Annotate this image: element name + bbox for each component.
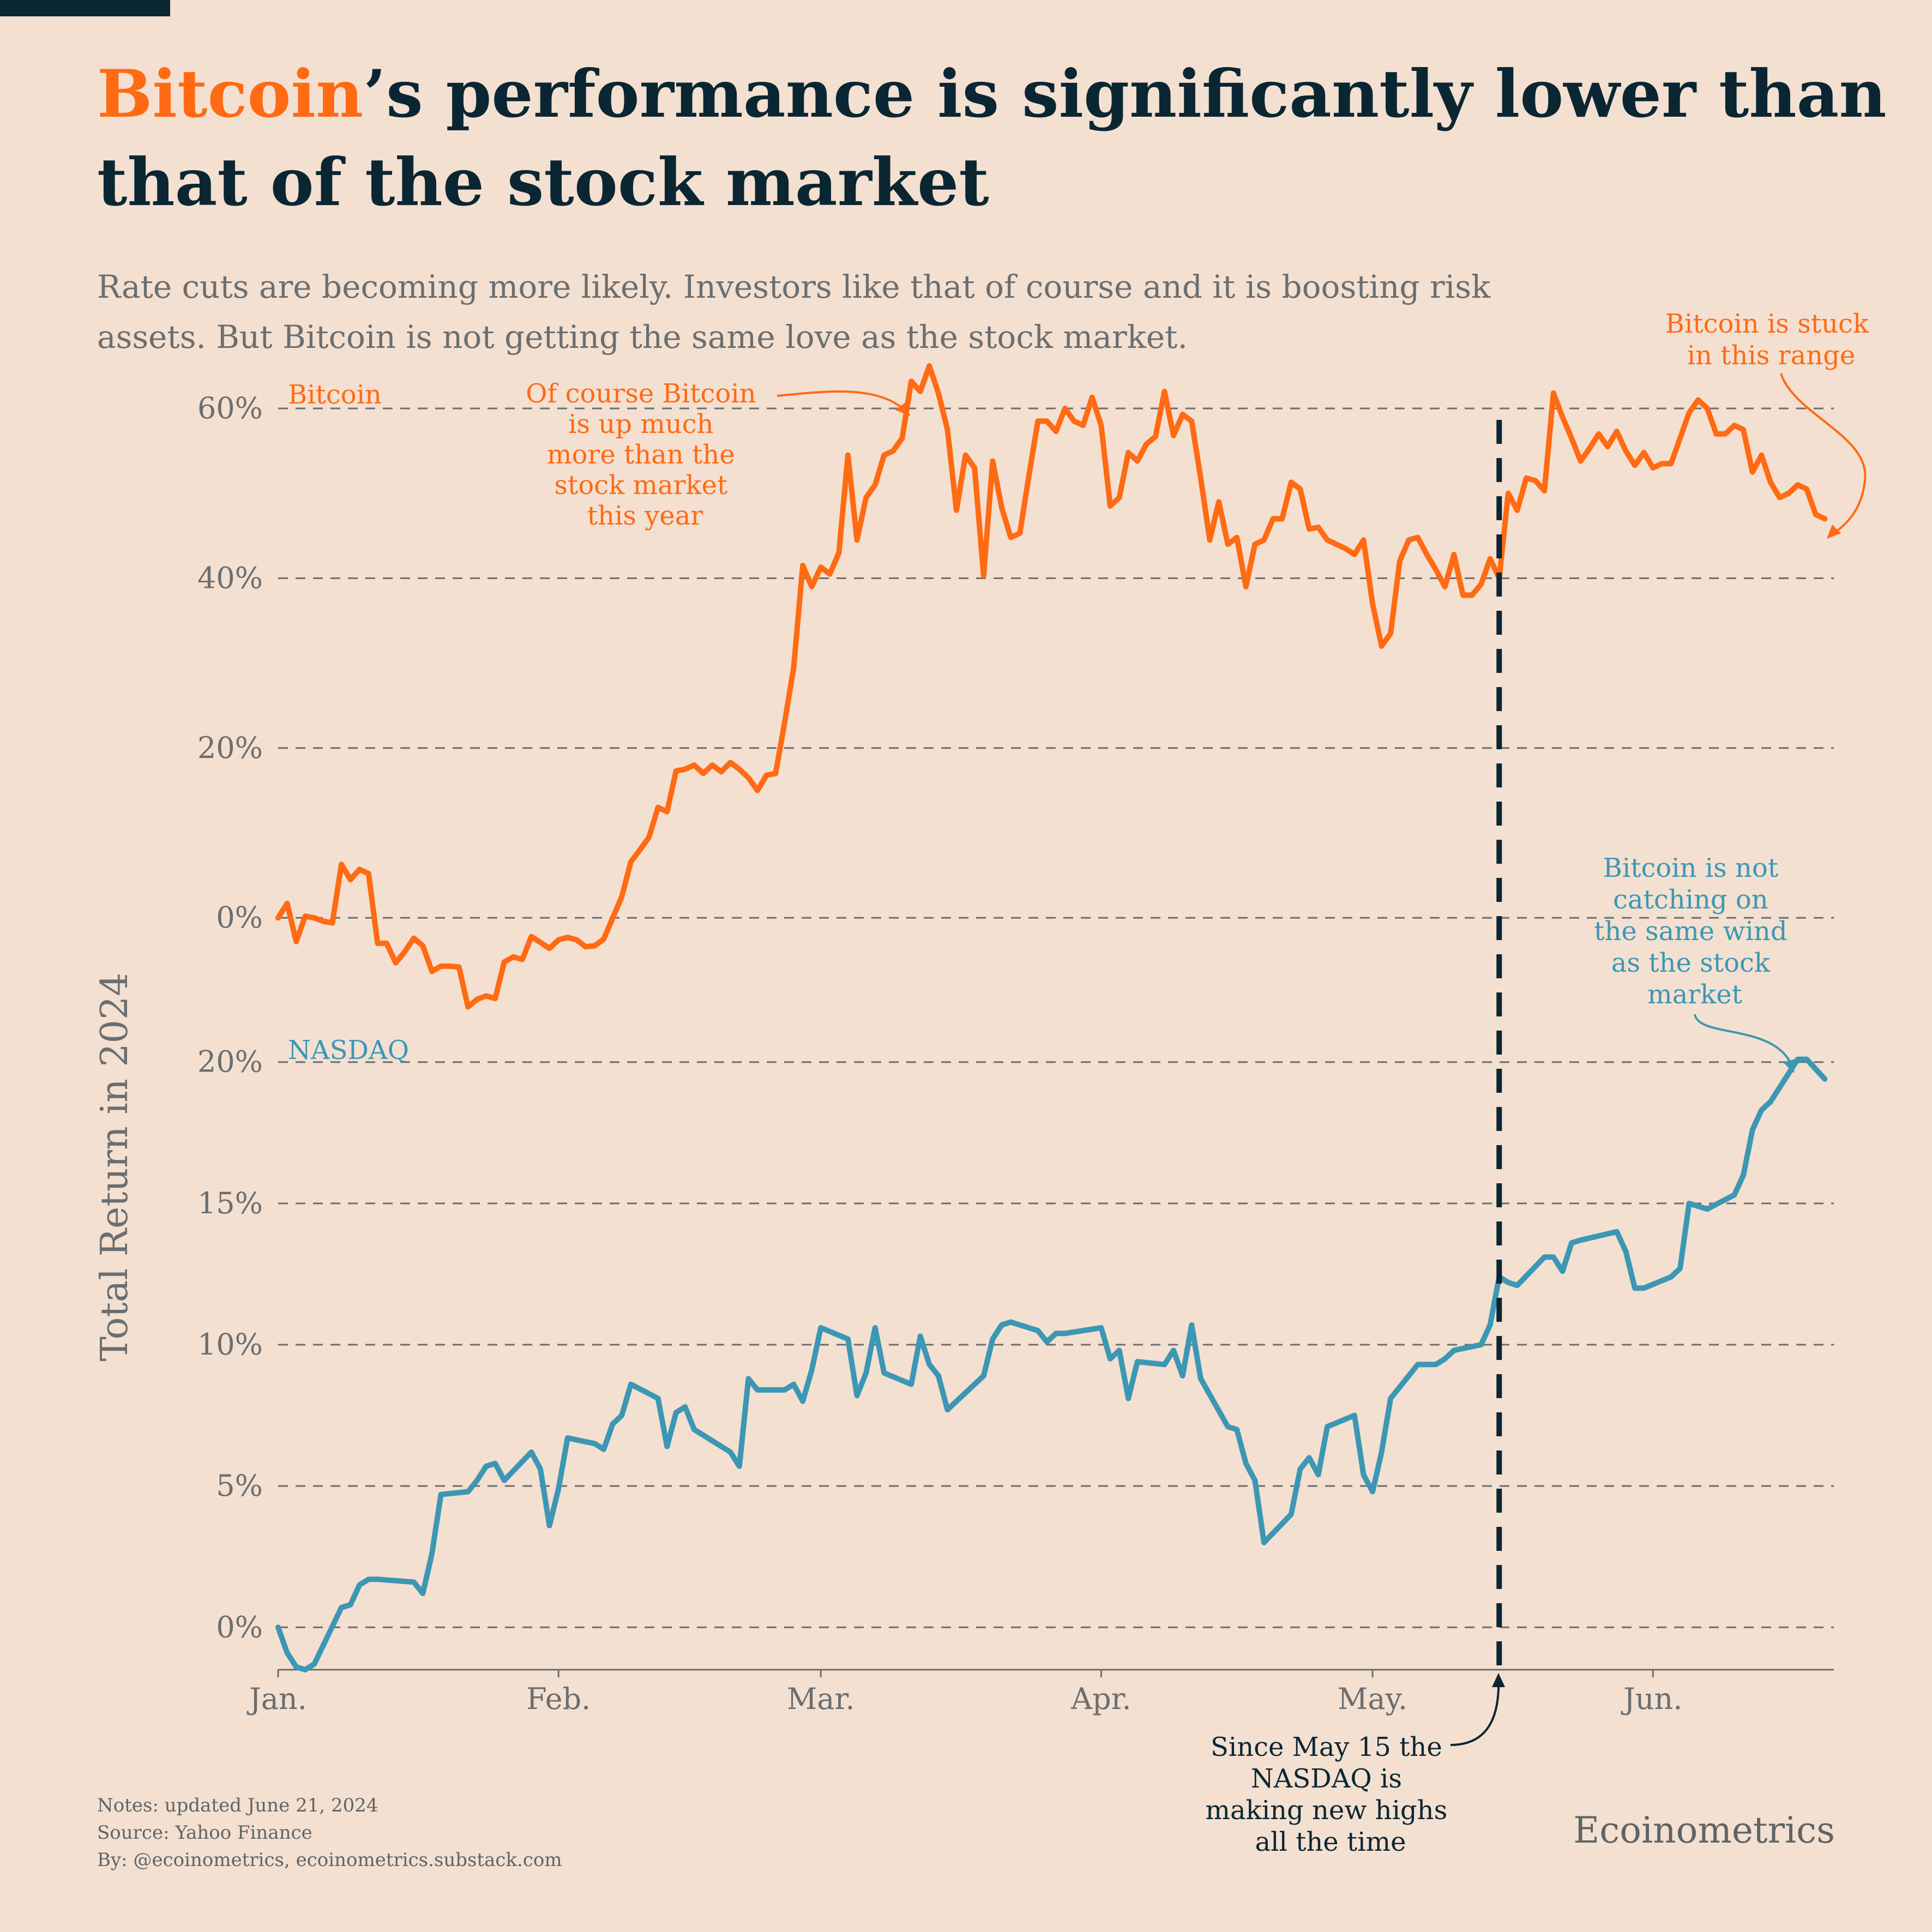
chart-title: Bitcoin’s performance is significantly l… bbox=[97, 50, 1907, 227]
annotation-arrow bbox=[1694, 1014, 1794, 1069]
footnotes: Notes: updated June 21, 2024 Source: Yah… bbox=[97, 1792, 562, 1874]
y-tick-label: 5% bbox=[216, 1468, 263, 1503]
y-tick-label: 0% bbox=[216, 900, 263, 935]
arrow-head bbox=[1827, 525, 1841, 539]
annotation-may15: Since May 15 the NASDAQ is making new hi… bbox=[1206, 1673, 1505, 1857]
y-tick-label: 20% bbox=[197, 731, 263, 765]
note-author: By: @ecoinometrics, ecoinometrics.substa… bbox=[97, 1849, 562, 1871]
series-lines bbox=[275, 363, 1828, 1672]
annotation-arrow bbox=[1450, 1676, 1500, 1746]
y-tick-label: 0% bbox=[216, 1610, 263, 1644]
chart-subtitle: Rate cuts are becoming more likely. Inve… bbox=[97, 268, 1491, 356]
svg-text:Bitcoin is not catching: Bitcoin is not catching on the same wind… bbox=[1594, 853, 1796, 1010]
annotation-line: making new highs bbox=[1206, 1795, 1448, 1826]
y-tick-label: 10% bbox=[197, 1327, 263, 1362]
annotation-arrow bbox=[1780, 373, 1867, 538]
annotation-btc-range: Bitcoin is stuck in this range bbox=[1665, 309, 1877, 539]
annotation-line: Since May 15 the bbox=[1211, 1732, 1442, 1762]
series-line-bitcoin bbox=[275, 363, 1828, 1010]
annotation-line: more than the bbox=[547, 440, 735, 470]
title-highlight: Bitcoin bbox=[97, 56, 364, 133]
arrow-head bbox=[1783, 1059, 1795, 1073]
y-tick-label: 60% bbox=[197, 391, 263, 425]
arrow-head bbox=[1492, 1673, 1505, 1687]
annotation-line: Bitcoin is stuck bbox=[1665, 309, 1869, 339]
annotation-line: as the stock bbox=[1611, 948, 1771, 978]
annotation-arrow bbox=[777, 390, 911, 417]
annotation-line: catching on bbox=[1613, 884, 1768, 915]
arrow-head bbox=[895, 402, 910, 416]
x-tick-label: Jun. bbox=[1621, 1682, 1682, 1716]
note-source: Source: Yahoo Finance bbox=[97, 1822, 312, 1844]
annotation-line: in this range bbox=[1687, 340, 1856, 371]
annotation-line: all the time bbox=[1255, 1827, 1406, 1857]
annotation-line: is up much bbox=[568, 409, 713, 440]
y-tick-label: 40% bbox=[197, 561, 263, 595]
x-tick-label: Jan. bbox=[246, 1682, 307, 1716]
annotation-line: NASDAQ is bbox=[1251, 1764, 1402, 1794]
x-tick-label: May. bbox=[1338, 1682, 1407, 1716]
corner-accent-bar bbox=[0, 0, 170, 16]
annotation-line: the same wind bbox=[1594, 916, 1787, 947]
series-label-nasdaq: NASDAQ bbox=[288, 1035, 409, 1066]
x-tick-label: Apr. bbox=[1070, 1682, 1131, 1716]
y-tick-label: 20% bbox=[197, 1045, 263, 1079]
annotation-btc-rally: Of course Bitcoin is up much more than t… bbox=[526, 378, 911, 531]
annotation-line: this year bbox=[587, 501, 703, 531]
svg-text:Of course Bitcoin is up: Of course Bitcoin is up much more than t… bbox=[526, 378, 765, 531]
annotation-line: stock market bbox=[554, 470, 727, 501]
annotation-line: Bitcoin is not bbox=[1603, 853, 1779, 883]
note-updated: Notes: updated June 21, 2024 bbox=[97, 1795, 378, 1816]
axes: 0% 20% 40% 60% 0% 5% 10% 15% 20% Jan. Feb. Mar. Apr.… bbox=[197, 391, 1834, 1716]
y-axis-label: Total Return in 2024 bbox=[93, 973, 136, 1362]
grid-lines bbox=[278, 407, 1834, 1628]
svg-text:Since May 15 the NASDAQ: Since May 15 the NASDAQ is making new hi… bbox=[1206, 1732, 1456, 1857]
annotation-line: market bbox=[1647, 979, 1742, 1010]
annotation-nasdaq-wind: Bitcoin is not catching on the same wind… bbox=[1594, 853, 1796, 1073]
x-tick-label: Feb. bbox=[526, 1682, 591, 1716]
y-tick-label: 15% bbox=[197, 1186, 263, 1220]
annotation-line: Of course Bitcoin bbox=[526, 378, 756, 409]
brand-logo-text: Ecoinometrics bbox=[1573, 1809, 1835, 1851]
x-tick-label: Mar. bbox=[787, 1682, 855, 1716]
series-label-bitcoin: Bitcoin bbox=[288, 380, 382, 410]
title-rest: ’s performance is significantly lower th… bbox=[97, 56, 1887, 221]
series-line-nasdaq bbox=[275, 1056, 1828, 1672]
svg-text:Bitcoin is stuck in this: Bitcoin is stuck in this range bbox=[1665, 309, 1877, 371]
